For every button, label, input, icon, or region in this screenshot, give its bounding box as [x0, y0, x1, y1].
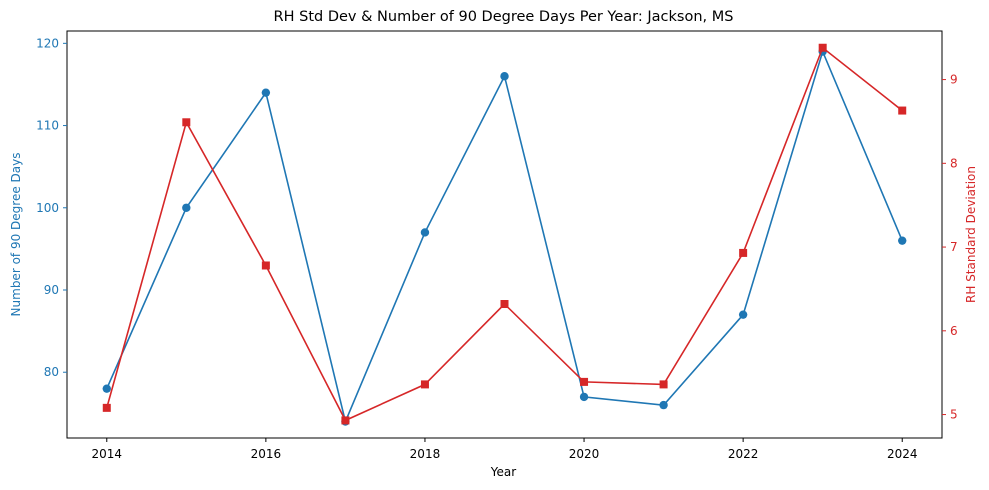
left-y-tick-label: 120 — [36, 36, 59, 50]
days-series-line — [106, 49, 903, 425]
rh-std-point — [341, 416, 350, 425]
right-y-tick-label: 5 — [950, 408, 958, 422]
rh-std-point — [739, 248, 748, 257]
days-point — [182, 203, 191, 212]
left-y-tick-label: 80 — [44, 365, 59, 379]
x-tick-label: 2016 — [251, 447, 282, 461]
days-point — [898, 236, 907, 245]
right-y-tick-label: 7 — [950, 240, 958, 254]
rh-std-series-line — [105, 46, 903, 422]
rh-std-point — [182, 118, 191, 127]
rh-std-point — [580, 377, 589, 386]
x-tick-label: 2014 — [91, 447, 122, 461]
left-y-tick-label: 100 — [36, 201, 59, 215]
rh-std-point — [102, 403, 111, 412]
x-tick-label: 2018 — [410, 447, 441, 461]
rh-std-point — [420, 380, 429, 389]
right-y-tick-label: 6 — [950, 324, 958, 338]
rh-std-point — [261, 261, 270, 270]
days-point — [420, 228, 430, 237]
x-tick-label: 2020 — [569, 447, 600, 461]
days-point — [261, 88, 271, 97]
days-point — [579, 392, 589, 402]
right-y-tick-label: 8 — [950, 156, 958, 170]
chart-title: RH Std Dev & Number of 90 Degree Days Pe… — [274, 9, 734, 25]
rh-std-point — [818, 43, 827, 52]
days-point — [102, 384, 111, 393]
days-point — [738, 310, 748, 319]
x-tick-label: 2024 — [887, 447, 918, 461]
right-y-tick-label: 9 — [950, 73, 958, 87]
rh-std-point — [659, 380, 668, 389]
left-y-tick-label: 110 — [36, 119, 59, 133]
x-tick-label: 2022 — [728, 447, 759, 461]
days-point — [500, 72, 509, 81]
plot-frame — [66, 30, 943, 439]
x-axis-label: Year — [490, 465, 516, 479]
days-point — [659, 400, 668, 410]
plot-area: 2014 2016 2018 2020 2022 2024 80 90 100 110 120 5 6 7… — [36, 30, 958, 461]
rh-std-point — [500, 300, 509, 309]
left-y-axis-label: Number of 90 Degree Days — [9, 153, 23, 317]
right-y-axis-label: RH Standard Deviation — [964, 166, 978, 303]
left-y-tick-label: 90 — [44, 283, 59, 297]
rh-std-point — [898, 106, 907, 115]
